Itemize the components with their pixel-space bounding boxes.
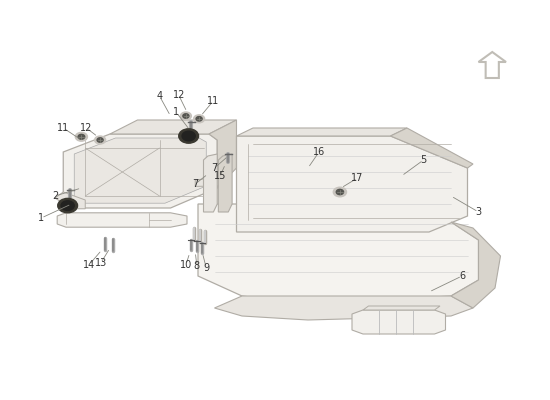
Text: 10: 10 bbox=[180, 260, 192, 270]
Polygon shape bbox=[204, 154, 217, 212]
Text: 9: 9 bbox=[203, 263, 210, 273]
Text: 7: 7 bbox=[192, 179, 199, 189]
Text: 17: 17 bbox=[351, 173, 364, 183]
Text: 8: 8 bbox=[194, 261, 200, 271]
Circle shape bbox=[194, 115, 205, 123]
Circle shape bbox=[333, 187, 346, 197]
Text: 16: 16 bbox=[313, 147, 325, 157]
Circle shape bbox=[183, 114, 189, 118]
Text: 6: 6 bbox=[459, 271, 465, 281]
Text: 2: 2 bbox=[52, 191, 58, 201]
Polygon shape bbox=[110, 120, 236, 134]
Circle shape bbox=[78, 134, 85, 139]
Circle shape bbox=[75, 132, 87, 141]
Polygon shape bbox=[451, 222, 501, 308]
Polygon shape bbox=[74, 138, 206, 203]
Text: 11: 11 bbox=[57, 123, 69, 133]
Text: 7: 7 bbox=[211, 163, 218, 173]
Polygon shape bbox=[57, 213, 187, 227]
Polygon shape bbox=[352, 310, 446, 334]
Polygon shape bbox=[218, 154, 232, 212]
Circle shape bbox=[182, 131, 195, 141]
Circle shape bbox=[196, 117, 202, 121]
Polygon shape bbox=[390, 128, 473, 168]
Text: 1: 1 bbox=[38, 213, 45, 223]
Circle shape bbox=[97, 138, 103, 142]
Polygon shape bbox=[195, 174, 226, 186]
Text: 4: 4 bbox=[156, 91, 163, 101]
Circle shape bbox=[179, 129, 199, 143]
Polygon shape bbox=[63, 134, 217, 208]
Text: 3: 3 bbox=[475, 207, 482, 217]
Text: 13: 13 bbox=[95, 258, 107, 268]
Circle shape bbox=[58, 198, 78, 213]
Polygon shape bbox=[198, 204, 478, 304]
Circle shape bbox=[336, 189, 344, 195]
Circle shape bbox=[61, 201, 74, 210]
Polygon shape bbox=[55, 192, 85, 209]
Polygon shape bbox=[236, 136, 468, 232]
Text: 12: 12 bbox=[80, 123, 92, 133]
Polygon shape bbox=[363, 306, 440, 310]
Polygon shape bbox=[209, 120, 236, 188]
Circle shape bbox=[95, 136, 106, 144]
Polygon shape bbox=[236, 128, 407, 136]
Text: 1: 1 bbox=[173, 107, 179, 117]
Text: 11: 11 bbox=[207, 96, 219, 106]
Polygon shape bbox=[214, 296, 473, 320]
Text: 5: 5 bbox=[420, 155, 427, 165]
Circle shape bbox=[180, 112, 191, 120]
Text: 15: 15 bbox=[214, 171, 226, 181]
Text: 12: 12 bbox=[173, 90, 185, 100]
Text: 14: 14 bbox=[83, 260, 95, 270]
